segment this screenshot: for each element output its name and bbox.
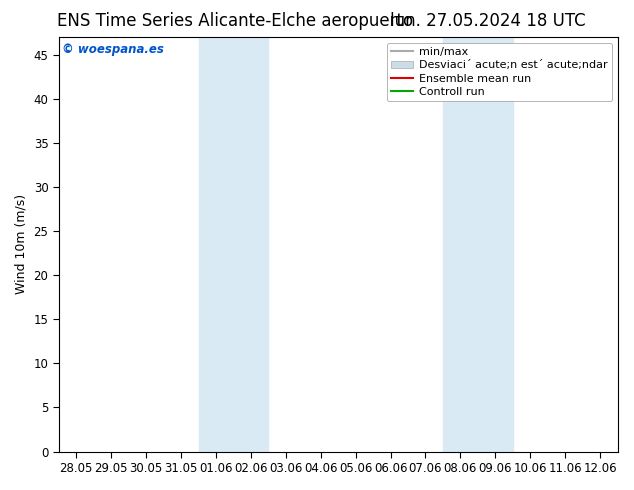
Text: © woespana.es: © woespana.es <box>61 43 164 56</box>
Legend: min/max, Desviaci´ acute;n est´ acute;ndar, Ensemble mean run, Controll run: min/max, Desviaci´ acute;n est´ acute;nd… <box>387 43 612 101</box>
Bar <box>443 37 478 452</box>
Text: ENS Time Series Alicante-Elche aeropuerto: ENS Time Series Alicante-Elche aeropuert… <box>56 12 413 30</box>
Y-axis label: Wind 10m (m/s): Wind 10m (m/s) <box>15 194 28 294</box>
Bar <box>198 37 233 452</box>
Bar <box>478 37 513 452</box>
Text: lun. 27.05.2024 18 UTC: lun. 27.05.2024 18 UTC <box>391 12 586 30</box>
Bar <box>233 37 268 452</box>
